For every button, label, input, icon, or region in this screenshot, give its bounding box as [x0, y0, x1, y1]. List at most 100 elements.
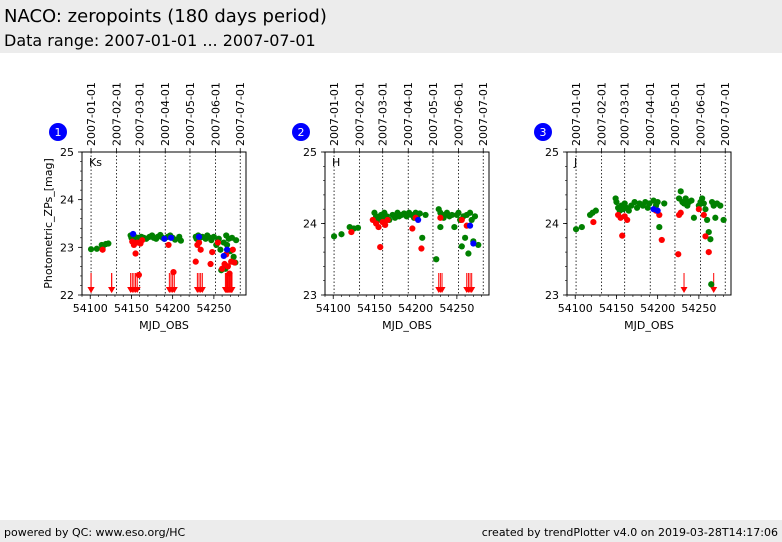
data-point-red: [99, 246, 106, 253]
data-point-red: [458, 216, 465, 224]
date-tick-label: 2007-06-01: [453, 82, 466, 146]
date-tick-label: 2007-02-01: [354, 82, 367, 146]
date-tick-label: 2007-05-01: [427, 82, 440, 146]
data-point-red: [658, 236, 665, 244]
y-tick-label: 23: [545, 289, 559, 302]
data-point-green: [330, 233, 338, 240]
data-point-green: [654, 198, 661, 206]
data-point-red: [214, 239, 222, 246]
y-tick-label: 22: [60, 289, 74, 302]
data-point-green: [690, 214, 698, 221]
x-tick-label: 54100: [558, 302, 593, 315]
date-tick-label: 2007-04-01: [159, 82, 172, 146]
data-point-green: [416, 210, 423, 217]
date-tick-label: 2007-05-01: [669, 82, 682, 146]
data-point-red: [192, 258, 199, 265]
data-point-red: [702, 233, 709, 240]
footer-credit: powered by QC: www.eso.org/HC: [4, 526, 186, 539]
data-point-green: [354, 224, 362, 231]
data-point-green: [466, 209, 474, 216]
y-tick-label: 24: [545, 218, 559, 231]
data-point-green: [105, 240, 112, 247]
data-point-green: [708, 281, 715, 288]
limit-arrow-head: [133, 287, 141, 293]
data-point-green: [223, 241, 231, 249]
y-tick-label: 23: [303, 289, 317, 302]
data-point-red: [207, 260, 214, 268]
data-point-red: [384, 216, 391, 224]
data-point-red: [695, 206, 702, 213]
data-point-green: [707, 236, 714, 243]
date-tick-label: 2007-05-01: [184, 82, 197, 146]
y-tick-label: 25: [545, 146, 559, 159]
x-tick-label: 54250: [681, 302, 716, 315]
data-point-blue: [415, 216, 422, 224]
x-tick-label: 54200: [155, 302, 190, 315]
data-point-red: [619, 232, 626, 239]
date-tick-label: 2007-03-01: [377, 82, 390, 146]
date-tick-label: 2007-02-01: [596, 82, 609, 146]
data-point-red: [675, 251, 682, 258]
date-tick-label: 2007-04-01: [644, 82, 657, 146]
data-point-blue: [470, 240, 477, 247]
limit-arrow-head: [680, 287, 688, 293]
data-point-green: [419, 234, 426, 241]
y-axis-label: Photometric_ZPs_[mag]: [42, 158, 55, 289]
date-tick-label: 2007-01-01: [570, 82, 583, 146]
data-point-red: [170, 269, 177, 276]
data-point-red: [209, 249, 216, 256]
chart-panel-2: 2007-01-01 2007-02-01 2007-03-01 2007-04-01…: [292, 82, 490, 332]
data-point-green: [230, 253, 237, 260]
data-point-green: [217, 246, 224, 253]
limit-arrow-head: [198, 287, 206, 293]
data-point-green: [177, 237, 184, 244]
data-point-green: [437, 223, 444, 231]
data-point-green: [613, 198, 620, 206]
page-title: NACO: zeropoints (180 days period): [4, 6, 327, 27]
data-point-green: [712, 214, 719, 221]
date-tick-label: 2007-07-01: [234, 82, 247, 146]
data-point-green: [448, 211, 456, 219]
data-point-green: [433, 256, 440, 263]
data-point-green: [93, 245, 100, 252]
data-point-green: [705, 228, 712, 236]
charts-area: 2007-01-01 2007-02-01 2007-03-01 2007-04-01…: [42, 82, 732, 332]
data-point-blue: [195, 233, 203, 240]
data-point-green: [422, 211, 429, 219]
data-point-green: [677, 188, 684, 195]
panel-badge-number: 2: [298, 126, 305, 139]
data-point-blue: [654, 207, 661, 214]
data-point-green: [458, 243, 465, 250]
panel-badge-number: 1: [55, 126, 62, 139]
x-axis-label: MJD_OBS: [139, 319, 189, 332]
data-point-green: [704, 216, 711, 224]
data-point-red: [195, 239, 203, 246]
x-axis-label: MJD_OBS: [382, 319, 432, 332]
data-point-green: [338, 231, 345, 238]
date-tick-label: 2007-03-01: [134, 82, 147, 146]
data-point-red: [437, 214, 444, 221]
y-tick-label: 24: [303, 218, 317, 231]
data-point-red: [139, 237, 146, 244]
limit-arrow-head: [87, 287, 95, 293]
chart-panel-3: 2007-01-01 2007-02-01 2007-03-01 2007-04-01…: [534, 82, 732, 332]
data-point-blue: [167, 234, 175, 241]
data-point-red: [590, 218, 597, 226]
x-tick-label: 54150: [599, 302, 634, 315]
data-point-green: [455, 209, 462, 216]
date-tick-label: 2007-02-01: [111, 82, 124, 146]
plot-frame: [324, 151, 490, 296]
data-point-red: [348, 228, 355, 236]
data-point-red: [624, 216, 631, 224]
data-point-red: [132, 250, 139, 257]
chart-panel-1: 2007-01-01 2007-02-01 2007-03-01 2007-04-01…: [42, 82, 247, 332]
data-point-green: [717, 202, 724, 209]
data-point-red: [165, 241, 172, 249]
data-point-green: [700, 200, 707, 207]
panel-badge: [292, 123, 310, 141]
data-point-green: [451, 223, 458, 231]
filter-label: Ks: [89, 156, 102, 169]
footer-generator: created by trendPlotter v4.0 on 2019-03-…: [481, 526, 778, 539]
data-point-red: [229, 246, 236, 253]
data-point-blue: [161, 235, 168, 242]
